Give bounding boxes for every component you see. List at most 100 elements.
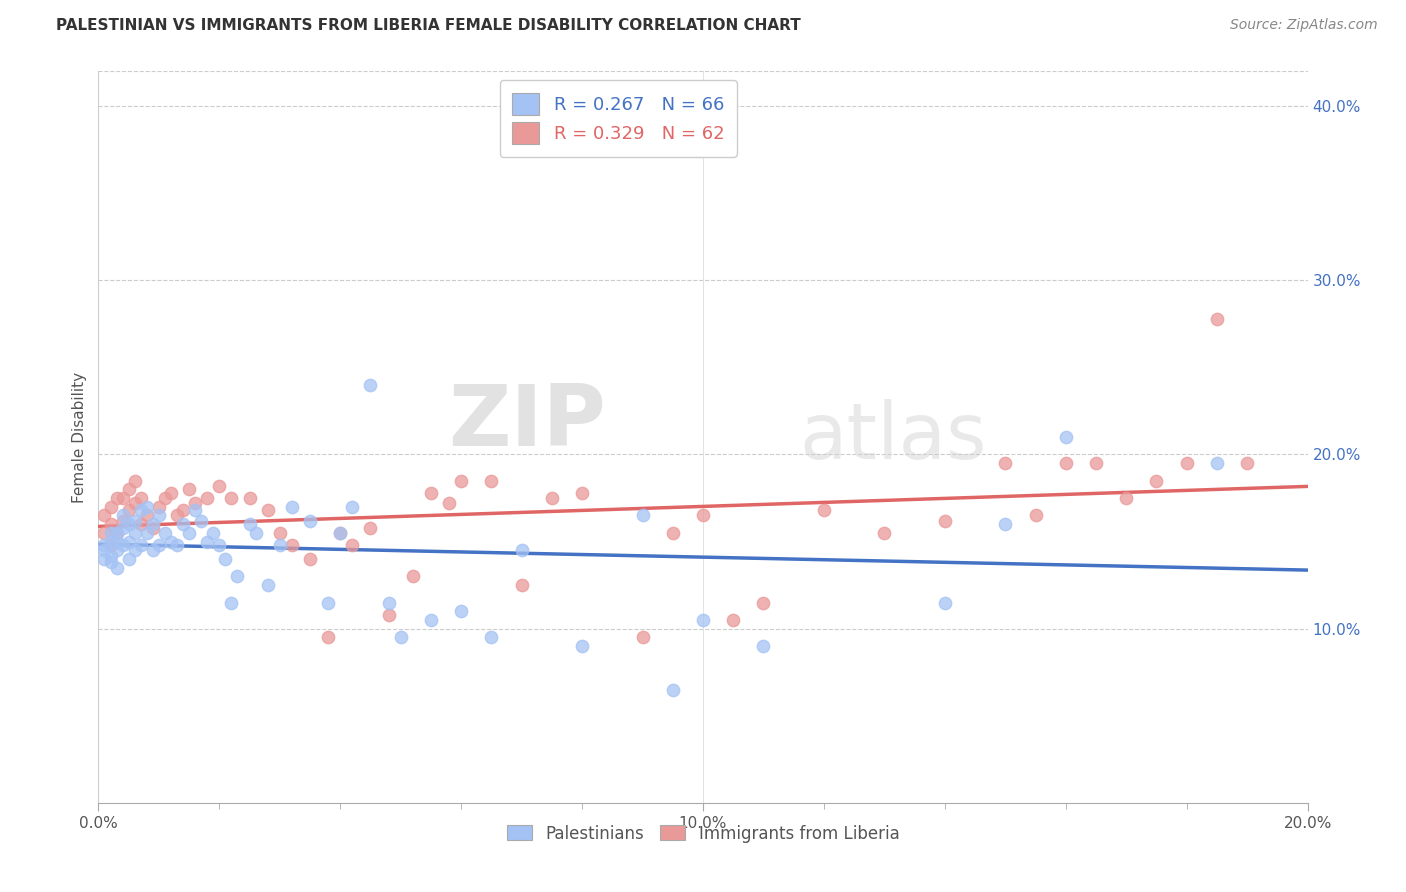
- Point: [402, 569, 425, 583]
- Point: [93, 543, 115, 558]
- Point: [129, 491, 152, 505]
- Point: [934, 595, 956, 609]
- Point: [692, 508, 714, 523]
- Point: [994, 456, 1017, 470]
- Point: [631, 508, 654, 523]
- Point: [142, 543, 165, 558]
- Point: [540, 491, 562, 505]
- Point: [100, 549, 122, 563]
- Text: ZIP: ZIP: [449, 381, 606, 464]
- Point: [105, 543, 128, 558]
- Point: [813, 503, 835, 517]
- Point: [1206, 311, 1229, 326]
- Point: [316, 631, 339, 645]
- Point: [129, 503, 152, 517]
- Point: [184, 503, 207, 517]
- Point: [195, 491, 218, 505]
- Point: [437, 496, 460, 510]
- Point: [360, 377, 382, 392]
- Point: [118, 534, 141, 549]
- Point: [269, 525, 291, 540]
- Point: [661, 682, 683, 697]
- Point: [1054, 456, 1077, 470]
- Point: [118, 552, 141, 566]
- Point: [256, 503, 278, 517]
- Point: [1236, 456, 1258, 470]
- Point: [208, 479, 231, 493]
- Point: [873, 525, 896, 540]
- Point: [118, 483, 141, 497]
- Legend: Palestinians, Immigrants from Liberia: Palestinians, Immigrants from Liberia: [501, 818, 905, 849]
- Point: [420, 485, 443, 500]
- Point: [105, 534, 128, 549]
- Point: [450, 474, 472, 488]
- Text: atlas: atlas: [800, 399, 987, 475]
- Point: [118, 517, 141, 532]
- Point: [129, 538, 152, 552]
- Text: PALESTINIAN VS IMMIGRANTS FROM LIBERIA FEMALE DISABILITY CORRELATION CHART: PALESTINIAN VS IMMIGRANTS FROM LIBERIA F…: [56, 18, 801, 33]
- Point: [93, 552, 115, 566]
- Point: [571, 485, 593, 500]
- Point: [510, 578, 533, 592]
- Point: [1206, 456, 1229, 470]
- Point: [1024, 508, 1046, 523]
- Point: [299, 514, 322, 528]
- Point: [111, 514, 134, 528]
- Point: [190, 514, 212, 528]
- Point: [179, 525, 201, 540]
- Point: [100, 538, 122, 552]
- Point: [142, 517, 165, 532]
- Point: [195, 534, 218, 549]
- Point: [420, 613, 443, 627]
- Text: Source: ZipAtlas.com: Source: ZipAtlas.com: [1230, 18, 1378, 32]
- Point: [377, 607, 399, 622]
- Point: [752, 595, 775, 609]
- Point: [245, 525, 267, 540]
- Point: [269, 538, 291, 552]
- Point: [226, 569, 249, 583]
- Point: [105, 560, 128, 574]
- Y-axis label: Female Disability: Female Disability: [72, 371, 87, 503]
- Point: [111, 508, 134, 523]
- Point: [111, 491, 134, 505]
- Point: [256, 578, 278, 592]
- Point: [342, 500, 364, 514]
- Point: [631, 631, 654, 645]
- Point: [1115, 491, 1137, 505]
- Point: [329, 525, 352, 540]
- Point: [100, 534, 122, 549]
- Point: [360, 521, 382, 535]
- Point: [202, 525, 225, 540]
- Point: [166, 508, 188, 523]
- Point: [129, 517, 152, 532]
- Point: [661, 525, 683, 540]
- Point: [389, 631, 412, 645]
- Point: [142, 521, 165, 535]
- Point: [111, 538, 134, 552]
- Point: [100, 525, 122, 540]
- Point: [148, 500, 170, 514]
- Point: [510, 543, 533, 558]
- Point: [93, 525, 115, 540]
- Point: [166, 538, 188, 552]
- Point: [1085, 456, 1108, 470]
- Point: [160, 534, 183, 549]
- Point: [208, 538, 231, 552]
- Point: [281, 538, 304, 552]
- Point: [934, 514, 956, 528]
- Point: [105, 525, 128, 540]
- Point: [93, 538, 115, 552]
- Point: [481, 631, 503, 645]
- Point: [450, 604, 472, 618]
- Point: [994, 517, 1017, 532]
- Point: [239, 491, 262, 505]
- Point: [148, 508, 170, 523]
- Point: [184, 496, 207, 510]
- Point: [571, 639, 593, 653]
- Point: [316, 595, 339, 609]
- Point: [342, 538, 364, 552]
- Point: [93, 508, 115, 523]
- Point: [124, 543, 146, 558]
- Point: [111, 521, 134, 535]
- Point: [329, 525, 352, 540]
